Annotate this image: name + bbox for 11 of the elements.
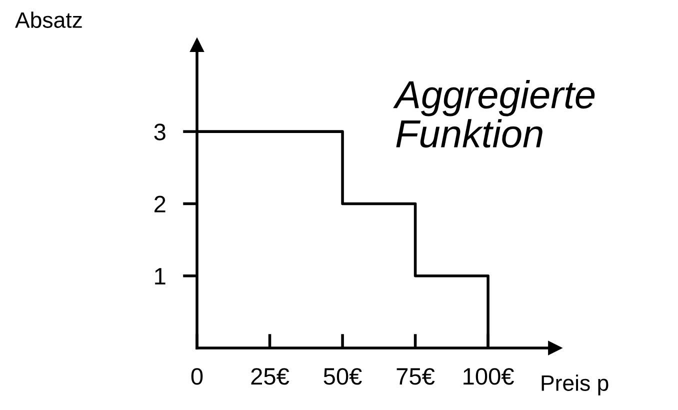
y-tick-label: 2 (154, 196, 166, 212)
x-tick-label: 0 (191, 368, 203, 385)
y-tick-label: 1 (155, 268, 166, 284)
x-tick-label: 75€ (396, 368, 435, 385)
y-axis-title: Absatz (15, 12, 82, 28)
x-tick-label: 100€ (464, 368, 514, 385)
annotation: Aggregierte Funktion (393, 80, 595, 148)
x-tick-label: 25€ (251, 368, 290, 385)
y-tick-label: 3 (154, 124, 166, 140)
x-tick-label: 50€ (324, 368, 362, 385)
x-axis-title: Preis p (542, 374, 608, 396)
